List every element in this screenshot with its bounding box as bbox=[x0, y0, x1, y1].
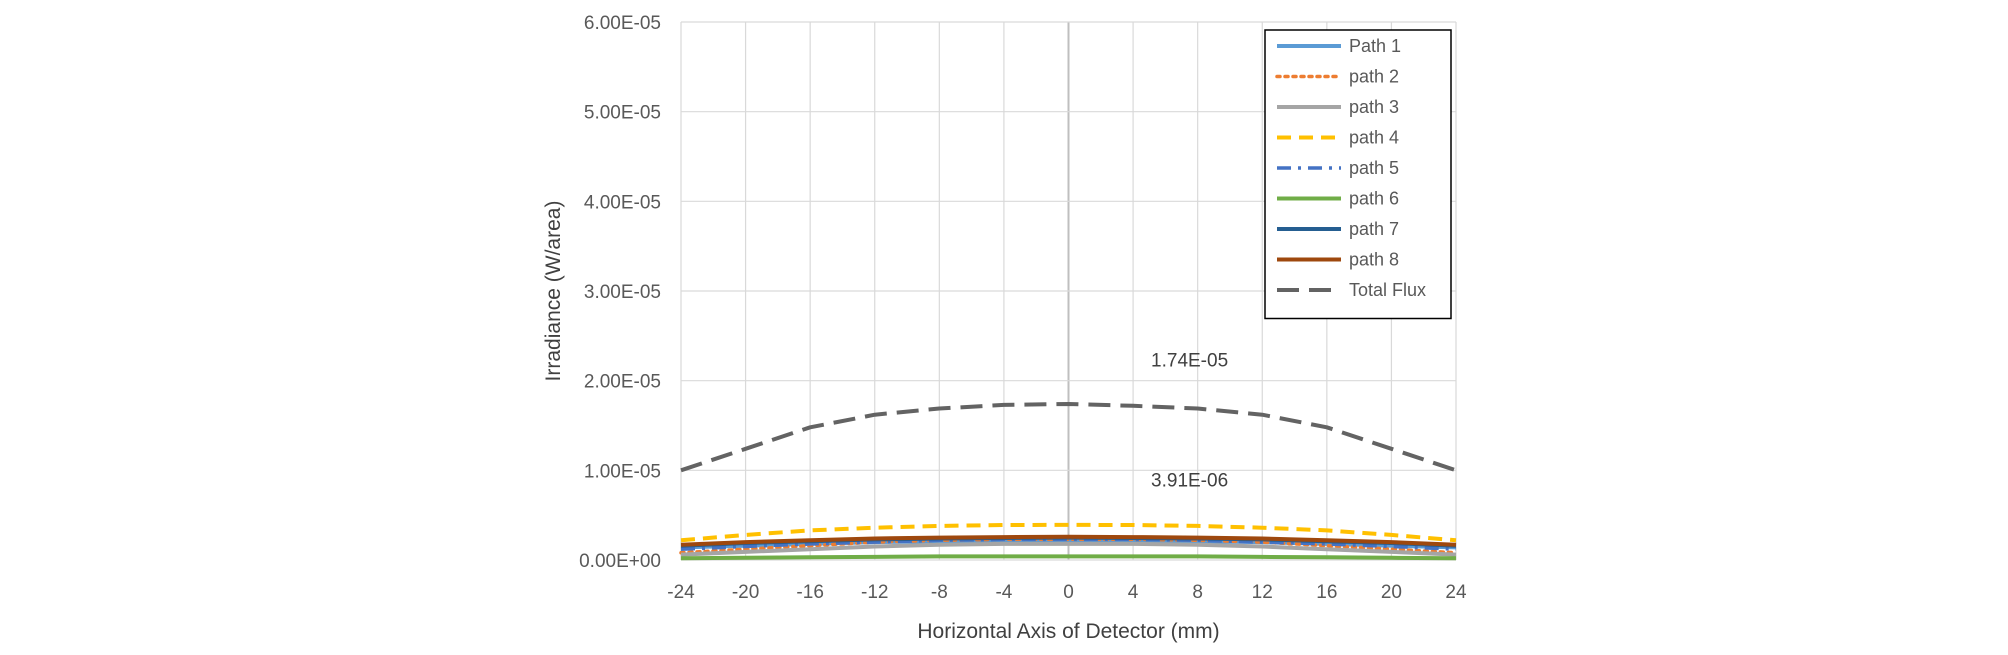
y-tick-label: 0.00E+00 bbox=[579, 551, 661, 572]
series-line-path-3 bbox=[680, 541, 1457, 557]
y-tick-label: 2.00E-05 bbox=[584, 372, 661, 393]
y-tick-label: 4.00E-05 bbox=[584, 192, 661, 213]
x-tick-label: 16 bbox=[1316, 582, 1337, 603]
x-tick-labels: -24 -20 -16 -12 -8 -4 0 4 8 12 16 20 24 bbox=[667, 582, 1467, 603]
annotations: 1.74E-05 3.91E-06 bbox=[1151, 350, 1228, 491]
y-tick-label: 6.00E-05 bbox=[584, 13, 661, 34]
x-tick-label: 24 bbox=[1445, 582, 1467, 603]
x-tick-label: -16 bbox=[796, 582, 823, 603]
legend-label: path 5 bbox=[1349, 158, 1399, 178]
legend-label: path 6 bbox=[1349, 189, 1399, 209]
legend-label: path 7 bbox=[1349, 219, 1399, 239]
legend-label: path 2 bbox=[1349, 67, 1399, 87]
data-annotation: 3.91E-06 bbox=[1151, 470, 1228, 491]
x-tick-label: 8 bbox=[1192, 582, 1203, 603]
x-tick-label: -12 bbox=[861, 582, 888, 603]
y-axis-title: Irradiance (W/area) bbox=[542, 201, 565, 382]
x-tick-label: 4 bbox=[1128, 582, 1139, 603]
legend-label: Total Flux bbox=[1349, 280, 1426, 300]
legend: Path 1 path 2 path 3 path 4 path 5 path 6 path… bbox=[1264, 29, 1452, 320]
x-tick-label: -24 bbox=[667, 582, 695, 603]
series-line-path-8 bbox=[680, 534, 1457, 547]
data-annotation: 1.74E-05 bbox=[1151, 350, 1228, 371]
x-tick-label: -4 bbox=[995, 582, 1012, 603]
x-tick-label: -20 bbox=[732, 582, 759, 603]
legend-label: path 4 bbox=[1349, 128, 1399, 148]
y-tick-label: 5.00E-05 bbox=[584, 103, 661, 124]
x-tick-label: -8 bbox=[931, 582, 948, 603]
x-axis-title: Horizontal Axis of Detector (mm) bbox=[917, 620, 1219, 643]
series-line-path-6 bbox=[680, 554, 1457, 561]
series-line-total-flux bbox=[680, 402, 1457, 473]
series-line-path-5 bbox=[680, 537, 1457, 551]
x-tick-label: 20 bbox=[1381, 582, 1402, 603]
legend-label: Path 1 bbox=[1349, 36, 1401, 56]
x-tick-label: 12 bbox=[1252, 582, 1273, 603]
y-tick-label: 1.00E-05 bbox=[584, 461, 661, 482]
y-tick-labels: 0.00E+00 1.00E-05 2.00E-05 3.00E-05 4.00E-05… bbox=[579, 13, 661, 572]
x-tick-label: 0 bbox=[1063, 582, 1074, 603]
y-tick-label: 3.00E-05 bbox=[584, 282, 661, 303]
legend-label: path 8 bbox=[1349, 250, 1399, 270]
series-lines bbox=[679, 402, 1458, 561]
series-line-path-4 bbox=[680, 522, 1457, 543]
legend-label: path 3 bbox=[1349, 97, 1399, 117]
